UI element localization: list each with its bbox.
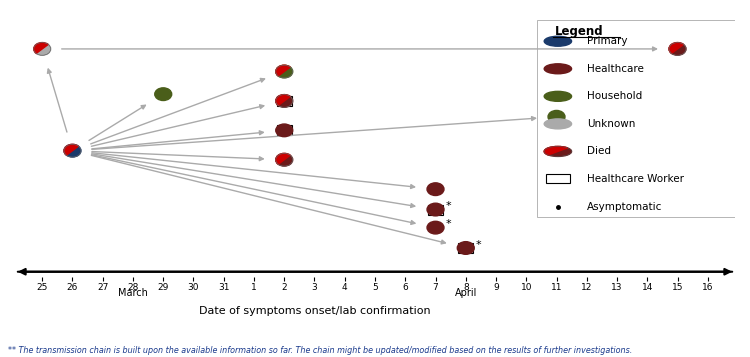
Circle shape bbox=[276, 65, 292, 78]
Text: Household: Household bbox=[587, 91, 643, 101]
Wedge shape bbox=[276, 65, 290, 76]
Circle shape bbox=[458, 242, 474, 254]
Text: *: * bbox=[476, 240, 481, 250]
Circle shape bbox=[427, 203, 444, 216]
Text: Healthcare: Healthcare bbox=[587, 64, 644, 74]
Circle shape bbox=[276, 124, 292, 137]
Text: Unknown: Unknown bbox=[587, 119, 636, 129]
Wedge shape bbox=[276, 95, 290, 105]
Text: March: March bbox=[118, 288, 148, 298]
Wedge shape bbox=[34, 42, 48, 54]
Wedge shape bbox=[276, 154, 290, 164]
Circle shape bbox=[544, 119, 572, 129]
Bar bbox=[277, 125, 292, 135]
Circle shape bbox=[548, 110, 565, 123]
Wedge shape bbox=[669, 42, 683, 54]
Text: Died: Died bbox=[587, 146, 611, 156]
Bar bbox=[277, 96, 292, 106]
Text: ** The transmission chain is built upon the available information so far. The ch: ** The transmission chain is built upon … bbox=[8, 346, 632, 355]
Text: Healthcare Worker: Healthcare Worker bbox=[587, 174, 685, 184]
Circle shape bbox=[544, 91, 572, 101]
Bar bbox=[458, 243, 473, 253]
Text: *: * bbox=[446, 220, 451, 230]
Text: April: April bbox=[454, 288, 477, 298]
Wedge shape bbox=[544, 146, 568, 155]
Circle shape bbox=[427, 183, 444, 196]
Text: Primary: Primary bbox=[587, 36, 628, 46]
Bar bbox=[428, 205, 443, 215]
Text: Date of symptoms onset/lab confirmation: Date of symptoms onset/lab confirmation bbox=[199, 306, 430, 316]
Circle shape bbox=[427, 221, 444, 234]
Bar bbox=[546, 174, 570, 183]
Circle shape bbox=[669, 42, 686, 55]
Circle shape bbox=[276, 95, 292, 107]
Circle shape bbox=[154, 88, 172, 101]
Circle shape bbox=[544, 36, 572, 46]
Text: *: * bbox=[446, 201, 451, 211]
Circle shape bbox=[34, 42, 51, 55]
Text: Legend: Legend bbox=[555, 25, 604, 39]
Circle shape bbox=[276, 154, 292, 166]
Circle shape bbox=[544, 64, 572, 74]
Circle shape bbox=[64, 144, 81, 157]
Circle shape bbox=[544, 146, 572, 156]
Text: Asymptomatic: Asymptomatic bbox=[587, 202, 663, 212]
Wedge shape bbox=[64, 144, 79, 155]
